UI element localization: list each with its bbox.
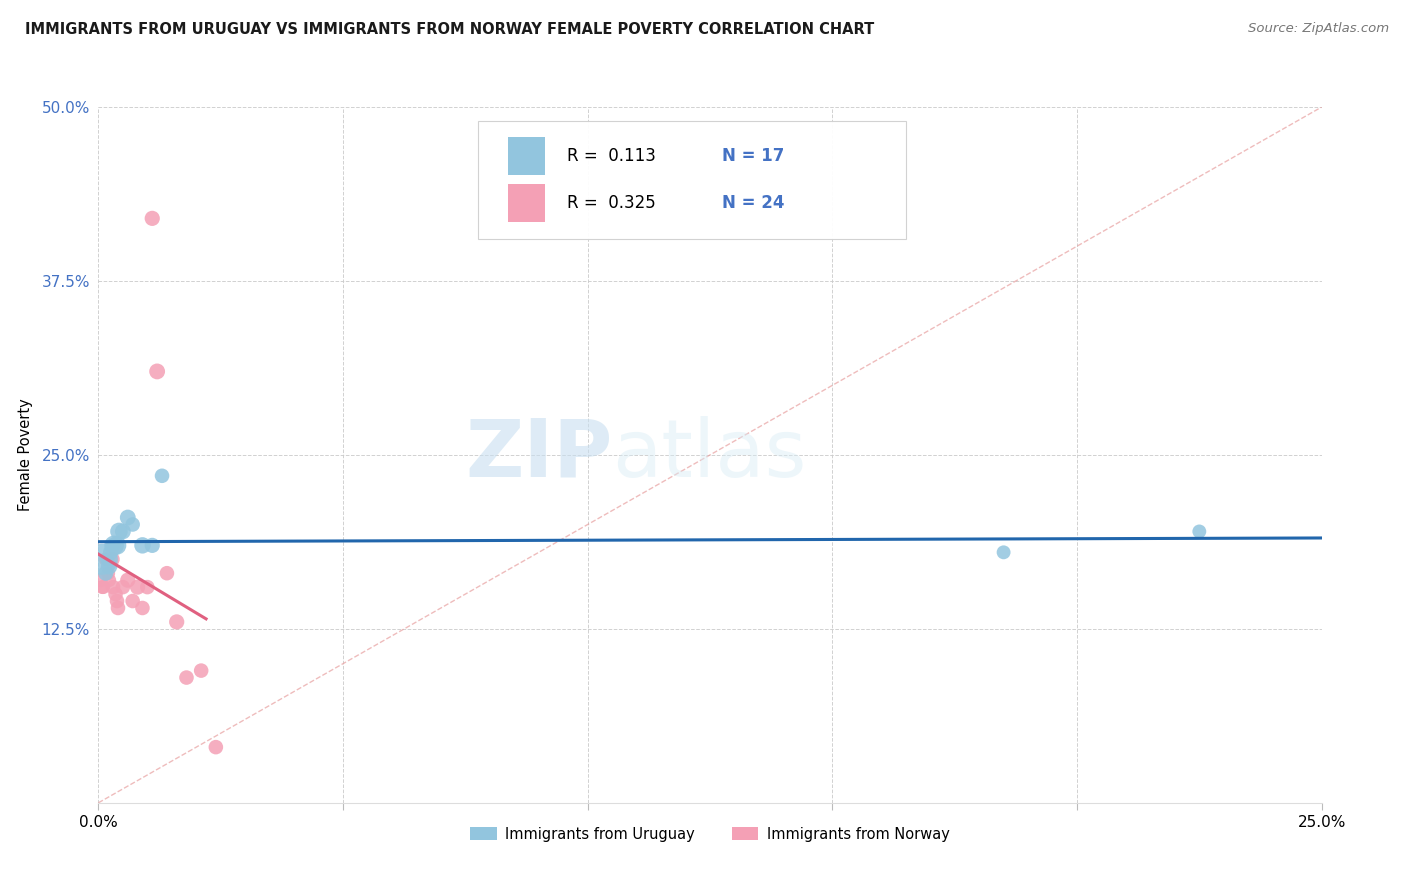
Point <box>1188 524 1211 539</box>
Point <box>117 510 139 524</box>
Point <box>98 559 121 574</box>
Text: IMMIGRANTS FROM URUGUAY VS IMMIGRANTS FROM NORWAY FEMALE POVERTY CORRELATION CHA: IMMIGRANTS FROM URUGUAY VS IMMIGRANTS FR… <box>25 22 875 37</box>
Point <box>993 545 1015 559</box>
Point <box>150 468 173 483</box>
Point <box>111 524 134 539</box>
Point <box>121 594 143 608</box>
Point <box>101 580 124 594</box>
Point <box>131 538 153 552</box>
Point <box>111 580 134 594</box>
Point <box>146 364 169 378</box>
Point <box>91 552 114 566</box>
Point <box>94 566 117 581</box>
Point <box>104 587 127 601</box>
Point <box>101 538 124 552</box>
Point <box>190 664 212 678</box>
Point <box>108 524 131 539</box>
Point <box>131 601 153 615</box>
FancyBboxPatch shape <box>508 137 546 175</box>
Point <box>141 538 163 552</box>
Point <box>100 545 122 559</box>
FancyBboxPatch shape <box>478 121 905 239</box>
Text: ZIP: ZIP <box>465 416 612 494</box>
Point <box>166 615 188 629</box>
Point <box>105 594 128 608</box>
FancyBboxPatch shape <box>508 184 546 222</box>
Point <box>105 538 128 552</box>
Point <box>127 580 149 594</box>
Text: atlas: atlas <box>612 416 807 494</box>
Point <box>98 573 121 587</box>
Text: Source: ZipAtlas.com: Source: ZipAtlas.com <box>1249 22 1389 36</box>
Text: R =  0.325: R = 0.325 <box>567 194 655 211</box>
Point <box>97 566 120 581</box>
Point <box>141 211 163 226</box>
Point <box>94 552 117 566</box>
Point <box>156 566 179 581</box>
Point <box>96 552 118 566</box>
Point <box>101 552 124 566</box>
Y-axis label: Female Poverty: Female Poverty <box>18 399 34 511</box>
Text: R =  0.113: R = 0.113 <box>567 147 655 165</box>
Text: N = 24: N = 24 <box>723 194 785 211</box>
Text: N = 17: N = 17 <box>723 147 785 165</box>
Point <box>91 580 114 594</box>
Point <box>103 538 125 552</box>
Point <box>205 740 228 755</box>
Point <box>136 580 159 594</box>
Point <box>176 671 198 685</box>
Point <box>90 573 112 587</box>
Point <box>91 580 114 594</box>
Point <box>117 573 139 587</box>
Point <box>121 517 143 532</box>
Point <box>107 601 129 615</box>
Legend: Immigrants from Uruguay, Immigrants from Norway: Immigrants from Uruguay, Immigrants from… <box>464 821 956 847</box>
